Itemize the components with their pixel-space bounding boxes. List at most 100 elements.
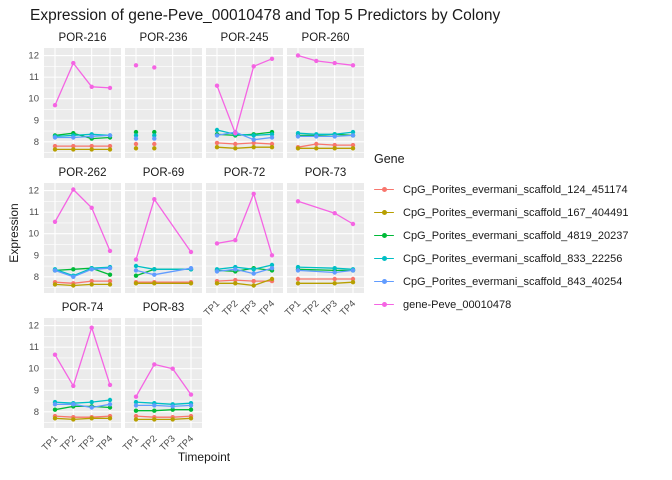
y-tick-label: 12 bbox=[28, 321, 39, 332]
series-line bbox=[135, 363, 192, 398]
series-line bbox=[54, 188, 111, 252]
data-point bbox=[89, 399, 94, 405]
data-point bbox=[269, 145, 275, 150]
data-point bbox=[350, 129, 356, 135]
series-line bbox=[54, 283, 110, 287]
data-point bbox=[350, 268, 356, 273]
data-point bbox=[332, 134, 337, 139]
legend-title: Gene bbox=[374, 152, 405, 166]
data-point bbox=[269, 132, 275, 137]
data-point bbox=[71, 143, 76, 149]
series-line bbox=[54, 415, 111, 418]
series-line bbox=[297, 54, 354, 66]
data-point bbox=[152, 267, 157, 272]
y-tick-label: 8 bbox=[34, 407, 39, 418]
series-line bbox=[54, 266, 111, 277]
series-line bbox=[216, 193, 273, 256]
facet-title: POR-262 bbox=[59, 167, 107, 179]
y-tick-label: 10 bbox=[28, 364, 39, 375]
data-point bbox=[52, 135, 58, 140]
legend-item-label: CpG_Porites_evermani_scaffold_843_40254 bbox=[403, 275, 623, 288]
data-point bbox=[52, 143, 58, 149]
data-point bbox=[233, 146, 238, 151]
data-point bbox=[52, 416, 58, 421]
y-tick-label: 11 bbox=[29, 207, 39, 218]
data-point bbox=[152, 281, 157, 286]
x-tick-label: TP4 bbox=[338, 298, 358, 318]
data-point bbox=[214, 269, 220, 274]
facet-panel-POR-245: POR-245 bbox=[206, 32, 283, 158]
data-point bbox=[295, 268, 301, 273]
data-point bbox=[152, 408, 157, 413]
data-point bbox=[89, 147, 94, 152]
y-tick-label: 12 bbox=[28, 51, 39, 62]
data-point bbox=[107, 397, 113, 403]
data-point bbox=[295, 131, 301, 136]
data-point bbox=[71, 135, 76, 140]
data-point bbox=[133, 133, 139, 138]
data-point bbox=[52, 268, 58, 273]
data-point bbox=[251, 283, 256, 288]
data-point bbox=[332, 281, 337, 286]
x-tick-label: TP2 bbox=[301, 298, 321, 318]
data-point bbox=[269, 253, 275, 258]
data-point bbox=[152, 362, 157, 367]
facet-panel-POR-260: POR-260 bbox=[287, 32, 364, 158]
data-point bbox=[233, 141, 238, 147]
series-line bbox=[216, 58, 273, 134]
data-point bbox=[350, 133, 356, 138]
data-point bbox=[71, 60, 76, 66]
data-point bbox=[269, 135, 275, 140]
legend-line-dot-marker bbox=[374, 185, 394, 195]
x-tick-label: TP3 bbox=[239, 298, 259, 318]
y-tick-label: 11 bbox=[29, 72, 39, 83]
data-point bbox=[89, 84, 94, 90]
series-line bbox=[216, 264, 273, 270]
x-tick-label: TP1 bbox=[121, 433, 141, 453]
facet-panel-POR-262: POR-262 8 9 10 11 12 bbox=[28, 167, 121, 293]
y-tick-label: 12 bbox=[28, 186, 39, 197]
series-line bbox=[136, 417, 192, 421]
legend-item: CpG_Porites_evermani_scaffold_4819_20237 bbox=[374, 224, 670, 247]
data-point bbox=[107, 266, 113, 271]
data-point bbox=[52, 407, 58, 412]
data-point bbox=[89, 134, 94, 139]
data-point bbox=[107, 143, 113, 149]
data-point bbox=[89, 405, 94, 410]
data-point bbox=[251, 145, 256, 150]
facet-title: POR-83 bbox=[143, 302, 185, 314]
data-point bbox=[251, 64, 256, 69]
data-point bbox=[350, 146, 356, 151]
data-point bbox=[314, 146, 319, 151]
facet-title: POR-69 bbox=[143, 167, 185, 179]
data-point bbox=[152, 136, 157, 141]
data-point bbox=[89, 278, 94, 284]
legend-item: CpG_Porites_evermani_scaffold_167_404491 bbox=[374, 201, 670, 224]
data-point bbox=[251, 271, 256, 276]
data-point bbox=[152, 65, 157, 70]
y-tick-label: 9 bbox=[34, 115, 39, 126]
legend: Gene CpG_Porites_evermani_scaffold_124_4… bbox=[374, 152, 670, 316]
facet-title: POR-74 bbox=[62, 302, 104, 314]
series-line bbox=[54, 267, 111, 278]
data-point bbox=[251, 133, 256, 138]
data-point bbox=[107, 402, 113, 407]
data-point bbox=[133, 281, 139, 286]
x-tick-label: TP4 bbox=[257, 298, 277, 318]
data-point bbox=[233, 281, 238, 286]
legend-item: CpG_Porites_evermani_scaffold_843_40254 bbox=[374, 270, 670, 293]
data-point bbox=[188, 407, 194, 412]
series-line bbox=[135, 415, 192, 418]
x-tick-label: TP3 bbox=[158, 433, 178, 453]
data-point bbox=[89, 205, 94, 210]
y-tick-label: 10 bbox=[28, 229, 39, 240]
data-point bbox=[107, 405, 113, 410]
facet-title: POR-245 bbox=[221, 32, 269, 44]
data-point bbox=[133, 263, 139, 269]
data-point bbox=[152, 272, 157, 277]
series-line bbox=[55, 134, 111, 139]
data-point bbox=[295, 276, 301, 282]
data-point bbox=[295, 281, 301, 286]
